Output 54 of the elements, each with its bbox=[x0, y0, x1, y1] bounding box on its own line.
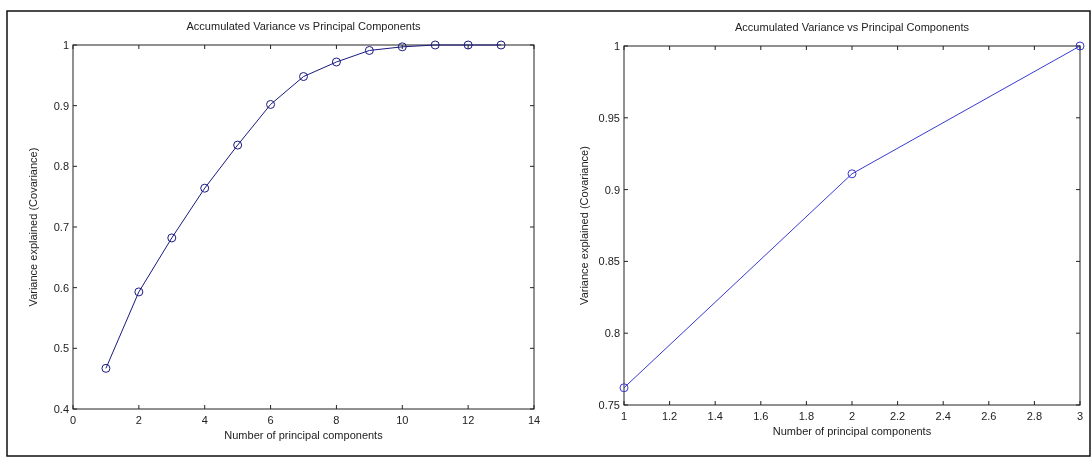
x-tick-label: 6 bbox=[267, 414, 274, 426]
x-tick-label: 1.2 bbox=[661, 410, 678, 422]
x-tick-label: 10 bbox=[396, 414, 409, 426]
x-tick-label: 1.4 bbox=[707, 410, 723, 422]
x-tick-label: 2.6 bbox=[981, 410, 997, 422]
y-tick-label: 1 bbox=[613, 40, 620, 52]
y-axis-title: Variance explained (Covariance) bbox=[578, 146, 590, 305]
point bbox=[496, 40, 506, 50]
x-tick-label: 2 bbox=[848, 410, 856, 422]
y-tick-label: 0.6 bbox=[53, 281, 69, 294]
x-tick-label: 12 bbox=[462, 414, 475, 426]
y-tick-label: 0.5 bbox=[53, 342, 69, 355]
chart-title: Accumulated Variance vs Principal Components bbox=[186, 20, 421, 32]
x-tick-label: 2 bbox=[135, 414, 142, 426]
point bbox=[1075, 41, 1085, 51]
x-tick-label: 2.2 bbox=[889, 410, 906, 422]
point bbox=[619, 383, 629, 393]
point bbox=[331, 57, 341, 67]
y-tick-label: 1 bbox=[62, 39, 69, 51]
point bbox=[134, 287, 144, 297]
y-tick-label: 0.8 bbox=[53, 160, 69, 173]
x-axis-title: Number of principal components bbox=[224, 429, 384, 441]
y-tick-label: 0.4 bbox=[53, 403, 69, 415]
x-tick-label: 1.8 bbox=[798, 410, 815, 422]
x-tick-label: 8 bbox=[333, 414, 340, 426]
y-tick-label: 0.95 bbox=[598, 111, 620, 124]
y-tick-label: 0.75 bbox=[598, 399, 620, 411]
point bbox=[101, 363, 111, 373]
x-tick-label: 1.6 bbox=[753, 410, 769, 422]
point bbox=[266, 99, 276, 109]
point bbox=[847, 169, 857, 179]
chart-title: Accumulated Variance vs Principal Components bbox=[735, 21, 970, 33]
x-tick-label: 1 bbox=[620, 410, 628, 422]
y-tick-label: 0.8 bbox=[604, 327, 620, 340]
point bbox=[397, 42, 407, 52]
y-tick-label: 0.7 bbox=[53, 221, 69, 233]
x-tick-label: 2.8 bbox=[1026, 410, 1043, 422]
point bbox=[233, 140, 243, 150]
x-tick-label: 4 bbox=[201, 414, 208, 426]
x-tick-label: 0 bbox=[69, 414, 77, 426]
point bbox=[463, 40, 473, 50]
y-axis-title: Variance explained (Covariance) bbox=[27, 147, 39, 307]
point bbox=[200, 183, 210, 193]
point bbox=[167, 233, 177, 243]
y-tick-label: 0.9 bbox=[604, 183, 620, 196]
y-tick-label: 0.9 bbox=[53, 99, 69, 112]
point bbox=[430, 40, 440, 50]
point bbox=[299, 72, 308, 82]
x-tick-label: 14 bbox=[527, 414, 541, 426]
point bbox=[364, 45, 374, 55]
x-tick-label: 2.4 bbox=[935, 410, 951, 422]
x-axis-title: Number of principal components bbox=[772, 425, 932, 437]
x-tick-label: 3 bbox=[1076, 410, 1084, 422]
y-tick-label: 0.85 bbox=[598, 255, 620, 268]
